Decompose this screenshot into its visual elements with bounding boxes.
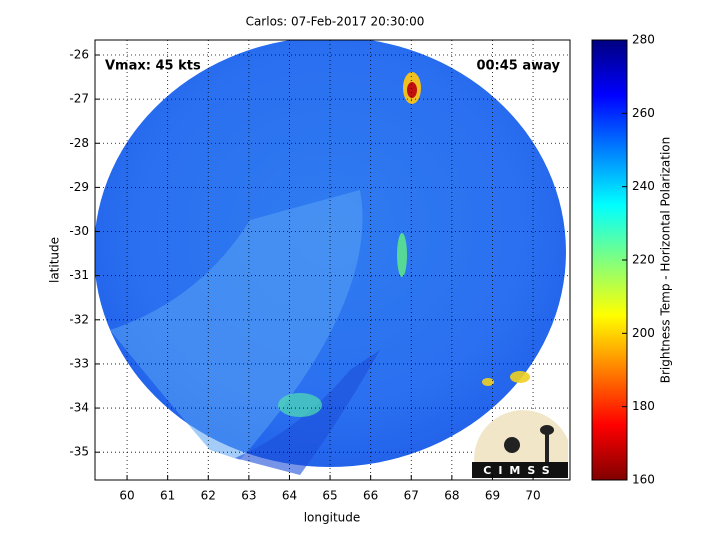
warm-spot — [278, 393, 322, 417]
x-tick-label: 63 — [241, 489, 256, 503]
y-tick-label: -26 — [69, 48, 89, 62]
y-axis-label: latitude — [48, 237, 62, 283]
image-layer — [95, 40, 566, 475]
colorbar-tick-label: 160 — [632, 473, 655, 487]
logo-band — [472, 462, 568, 478]
x-tick-label: 69 — [485, 489, 500, 503]
logo-tower — [545, 432, 549, 462]
x-tick-label: 61 — [160, 489, 175, 503]
y-tick-label: -33 — [69, 356, 89, 370]
y-tick-label: -30 — [69, 224, 89, 238]
grid — [95, 40, 570, 480]
x-axis-label: longitude — [304, 511, 361, 525]
warm-spot — [482, 378, 494, 386]
colorbar-tick-label: 240 — [632, 179, 655, 193]
x-tick-label: 70 — [525, 489, 540, 503]
colorbar-tick-label: 180 — [632, 399, 655, 413]
chart-title: Carlos: 07-Feb-2017 20:30:00 — [246, 15, 425, 29]
x-tick-label: 65 — [322, 489, 337, 503]
annotation: Vmax: 45 kts — [105, 59, 201, 74]
colorbar-label: Brightness Temp - Horizontal Polarizatio… — [659, 137, 673, 384]
y-tick-label: -29 — [69, 180, 89, 194]
colorbar-tick-label: 280 — [632, 33, 655, 47]
warm-spot — [510, 371, 530, 383]
y-tick-label: -31 — [69, 268, 89, 282]
colorbar — [591, 39, 628, 481]
x-tick-label: 64 — [282, 489, 297, 503]
swath-light — [110, 190, 363, 460]
x-tick-label: 62 — [201, 489, 216, 503]
y-tick-label: -28 — [69, 136, 89, 150]
x-tick-label: 68 — [444, 489, 459, 503]
cold-spot — [407, 82, 417, 98]
logo: CIMSS — [472, 410, 568, 478]
y-tick-label: -35 — [69, 445, 89, 459]
colorbar-tick-label: 200 — [632, 326, 655, 340]
plot-frame — [94, 39, 571, 481]
logo-text: CIMSS — [483, 464, 556, 477]
x-tick-label: 66 — [363, 489, 378, 503]
y-tick-label: -34 — [69, 401, 89, 415]
logo-tank — [540, 425, 554, 435]
swath-edge — [235, 350, 380, 475]
colorbar-tick-label: 260 — [632, 106, 655, 120]
y-tick-label: -32 — [69, 312, 89, 326]
logo-dish — [504, 437, 520, 453]
colorbar-tick-label: 220 — [632, 253, 655, 267]
warm-spot — [397, 233, 407, 277]
y-tick-label: -27 — [69, 92, 89, 106]
x-tick-label: 67 — [404, 489, 419, 503]
x-tick-label: 60 — [119, 489, 134, 503]
annotation: 00:45 away — [476, 59, 560, 74]
